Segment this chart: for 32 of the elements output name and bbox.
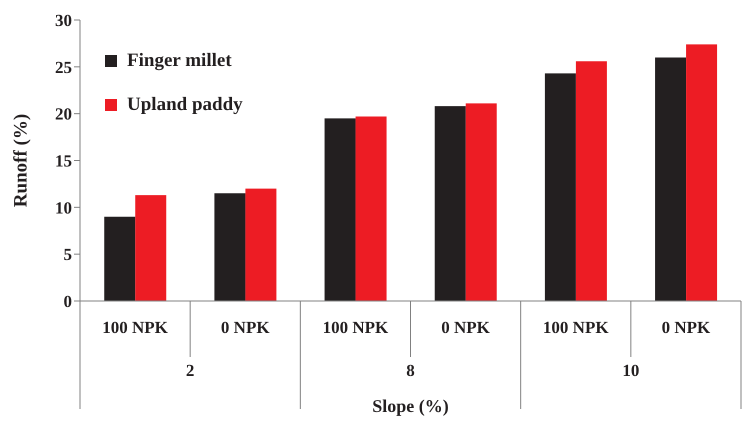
y-axis-title: Runoff (%): [10, 114, 32, 208]
bar: [214, 193, 246, 301]
y-tick-label: 5: [64, 245, 72, 264]
bar: [356, 116, 387, 301]
y-tick-label: 15: [55, 152, 72, 171]
y-tick-label: 30: [55, 11, 72, 30]
text: 8: [405, 361, 416, 381]
bar: [576, 61, 607, 301]
y-tick-label: 20: [55, 104, 72, 124]
text: 2: [184, 361, 196, 381]
bar: [466, 103, 497, 301]
x-tick-label: 0 NPK: [220, 318, 270, 337]
bar: [324, 118, 356, 301]
x-tick-label: 100 NPK: [542, 318, 610, 337]
bar: [544, 73, 576, 301]
x-tick-label: 100 NPK: [102, 318, 169, 337]
bar: [104, 216, 136, 301]
legend-label: Finger millet: [127, 50, 232, 72]
bar: [655, 57, 686, 301]
bar: [434, 106, 466, 301]
legend-label: Upland paddy: [127, 94, 243, 116]
x-tick-label: 100 NPK: [322, 318, 390, 337]
x-tick-label: 0 NPK: [662, 318, 712, 337]
y-tick-label: 25: [55, 58, 72, 77]
y-tick-label: 10: [55, 198, 72, 218]
bar: [135, 195, 166, 301]
bar: [245, 188, 276, 301]
text: 10: [621, 361, 640, 381]
x-axis-title: Slope (%): [371, 396, 450, 417]
bar: [686, 44, 718, 301]
x-tick-label: 0 NPK: [441, 318, 491, 337]
y-tick-label: 0: [64, 292, 72, 312]
